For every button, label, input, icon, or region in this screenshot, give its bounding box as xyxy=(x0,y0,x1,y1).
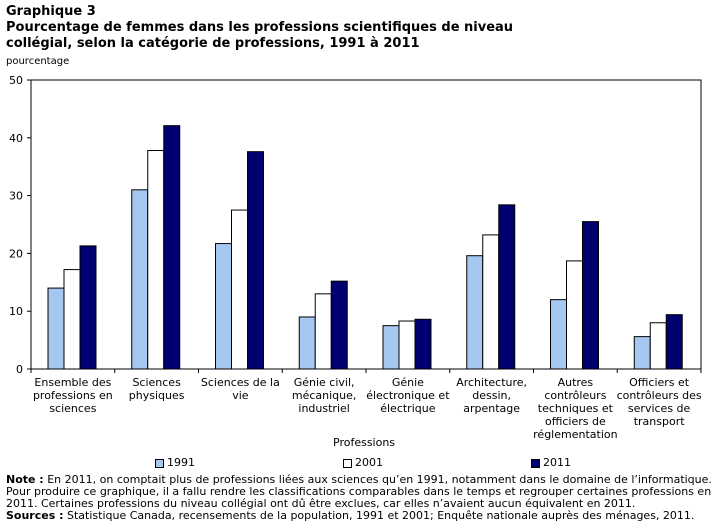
legend-label-2001: 2001 xyxy=(355,456,383,469)
x-category-label-line: industriel xyxy=(298,402,349,415)
x-category-label-line: sciences xyxy=(49,402,96,415)
bar-1991-4 xyxy=(382,325,400,370)
x-category-label-line: mécanique, xyxy=(292,389,357,402)
legend-swatch-1991 xyxy=(155,458,164,468)
bar-2001-0 xyxy=(63,269,81,370)
chart-title-line-1: Pourcentage de femmes dans les professio… xyxy=(6,20,514,35)
x-category-label-line: Génie civil, xyxy=(294,376,355,389)
bar-2001-6 xyxy=(566,260,583,370)
x-category-label-line: réglementation xyxy=(533,428,617,441)
x-category-label-line: Sciences de la xyxy=(201,376,280,389)
bar-2001-2 xyxy=(231,209,248,370)
x-category-label-4: Génie électronique et électrique xyxy=(366,376,450,415)
chart-header: Graphique 3 Pourcentage de femmes dans l… xyxy=(6,4,513,52)
y-tick-label-10: 10 xyxy=(9,305,23,318)
bar-1991-3 xyxy=(298,316,316,370)
x-category-label-line: arpentage xyxy=(463,402,520,415)
x-category-label-3: Génie civil, mécanique, industriel xyxy=(292,376,357,415)
chart-notes: Note : En 2011, on comptait plus de prof… xyxy=(6,474,714,522)
bar-2001-7 xyxy=(649,322,667,370)
bar-1991-5 xyxy=(466,255,484,370)
legend-swatch-2011 xyxy=(531,458,540,468)
bar-2011-1 xyxy=(163,125,181,370)
bar-1991-7 xyxy=(633,336,651,370)
x-category-label-line: Architecture, xyxy=(456,376,527,389)
bar-2011-6 xyxy=(582,221,599,370)
x-category-label-7: Officiers et contrôleurs des services de tr… xyxy=(617,376,702,428)
y-tick-label-40: 40 xyxy=(9,132,23,145)
y-tick-label-30: 30 xyxy=(9,190,23,203)
note-paragraph: Note : En 2011, on comptait plus de prof… xyxy=(6,474,714,510)
chart-label: Graphique 3 xyxy=(6,4,96,19)
note-label: Note : xyxy=(6,473,44,486)
x-category-label-line: Officiers et xyxy=(629,376,690,389)
x-category-label-line: vie xyxy=(232,389,249,402)
x-category-label-line: Autres xyxy=(558,376,594,389)
x-category-label-line: électrique xyxy=(380,402,435,415)
x-category-label-line: techniques et xyxy=(538,402,614,415)
legend-label-1991: 1991 xyxy=(167,456,195,469)
y-tick-label-50: 50 xyxy=(9,74,23,87)
bar-1991-1 xyxy=(131,189,149,370)
note-text: En 2011, on comptait plus de professions… xyxy=(6,473,712,510)
legend-swatch-2001 xyxy=(343,458,352,468)
bar-2011-5 xyxy=(498,204,516,370)
x-category-label-line: dessin, xyxy=(472,389,511,402)
x-category-label-line: contrôleurs xyxy=(544,389,606,402)
bar-2011-7 xyxy=(665,314,683,370)
legend-item-1991: 1991 xyxy=(155,456,195,469)
bar-1991-6 xyxy=(550,299,567,370)
bar-1991-0 xyxy=(47,287,65,370)
y-axis-unit-label: pourcentage xyxy=(6,56,70,67)
sources-paragraph: Sources : Statistique Canada, recensemen… xyxy=(6,510,714,522)
x-category-label-line: officiers de xyxy=(545,415,606,428)
chart-title-line-2: collégial, selon la catégorie de profess… xyxy=(6,36,420,51)
bar-2001-1 xyxy=(147,150,165,370)
x-category-label-line: Sciences xyxy=(132,376,181,389)
x-axis-title: Professions xyxy=(333,436,396,449)
bar-1991-2 xyxy=(215,243,232,370)
x-category-label-line: services de xyxy=(628,402,691,415)
bar-2001-4 xyxy=(398,320,416,370)
x-category-label-1: Sciences physiques xyxy=(129,376,185,402)
bar-2001-3 xyxy=(314,293,332,370)
x-category-label-line: transport xyxy=(634,415,686,428)
legend-label-2011: 2011 xyxy=(543,456,571,469)
legend-item-2001: 2001 xyxy=(343,456,383,469)
x-category-label-6: Autres contrôleurs techniques et officiers … xyxy=(533,376,617,441)
sources-label: Sources : xyxy=(6,509,64,522)
legend-item-2011: 2011 xyxy=(531,456,571,469)
x-category-label-line: professions en xyxy=(33,389,113,402)
x-category-label-line: contrôleurs des xyxy=(617,389,702,402)
x-category-label-5: Architecture, dessin, arpentage xyxy=(456,376,527,415)
y-tick-label-0: 0 xyxy=(16,363,23,376)
bar-2011-2 xyxy=(247,151,264,370)
bar-2011-3 xyxy=(330,280,348,370)
bar-2001-5 xyxy=(482,234,500,370)
sources-text: Statistique Canada, recensements de la p… xyxy=(63,509,695,522)
x-category-label-0: Ensemble des professions en sciences xyxy=(33,376,113,415)
x-category-label-line: Génie xyxy=(392,376,424,389)
x-category-label-line: électronique et xyxy=(366,389,450,402)
bar-2011-4 xyxy=(414,318,432,370)
x-category-label-line: Ensemble des xyxy=(34,376,111,389)
y-tick-label-20: 20 xyxy=(9,247,23,260)
bar-2011-0 xyxy=(79,245,97,370)
x-category-label-2: Sciences de la vie xyxy=(201,376,280,402)
x-category-label-line: physiques xyxy=(129,389,185,402)
